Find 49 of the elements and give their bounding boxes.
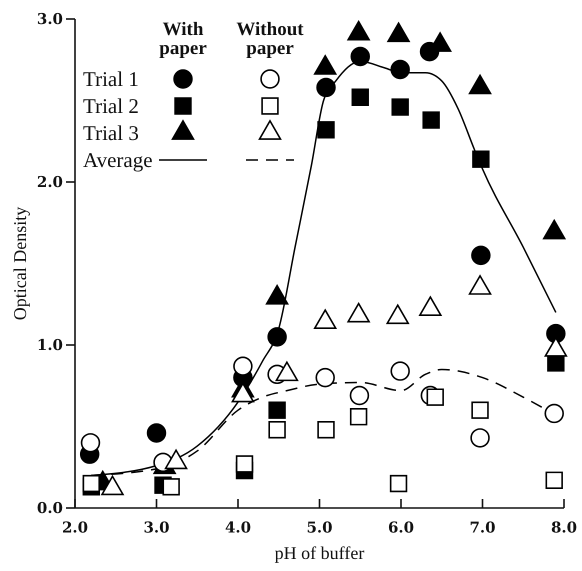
x-tick-label: 7.0: [469, 518, 496, 537]
point: [317, 121, 335, 139]
point: [268, 421, 286, 438]
point: [390, 60, 410, 80]
y-tick-label: 1.0: [36, 336, 63, 354]
y-tick-label: 2.0: [36, 172, 63, 191]
legend-label: Trial 2: [83, 94, 139, 118]
point: [317, 421, 335, 438]
point: [391, 98, 409, 116]
point: [315, 368, 335, 388]
legend-label: Trial 3: [83, 121, 139, 145]
point: [162, 478, 180, 496]
point: [390, 474, 408, 492]
x-axis-title: pH of buffer: [274, 543, 364, 563]
point: [390, 361, 410, 381]
x-tick-label: 6.0: [388, 518, 414, 537]
point: [352, 88, 369, 106]
x-tick-label: 4.0: [224, 518, 252, 537]
point: [471, 401, 489, 419]
point: [233, 356, 253, 376]
x-tick-label: 2.0: [62, 518, 88, 537]
point: [546, 472, 563, 489]
annotation: With paper: [159, 19, 208, 59]
point: [546, 324, 566, 344]
point: [80, 433, 100, 453]
point: [268, 401, 286, 419]
point: [267, 327, 287, 347]
point: [471, 246, 491, 266]
x-tick-label: 8.0: [550, 518, 578, 537]
point: [350, 46, 370, 66]
point: [350, 386, 370, 406]
y-tick-label: 3.0: [36, 10, 63, 28]
legend-label: Average: [83, 148, 153, 172]
point: [146, 423, 166, 443]
x-tick-label: 3.0: [143, 518, 170, 537]
legend-label: Trial 1: [83, 67, 139, 91]
point: [544, 404, 564, 424]
point: [426, 388, 444, 406]
point: [350, 408, 368, 426]
annotation: Without paper: [236, 19, 304, 59]
x-tick-label: 5.0: [306, 518, 333, 537]
point: [470, 428, 490, 448]
point: [472, 150, 490, 168]
y-tick-label: 0.0: [36, 498, 63, 517]
point: [422, 111, 440, 129]
y-axis-title: Optical Density: [10, 206, 30, 320]
point: [82, 474, 100, 492]
point: [236, 455, 254, 473]
point: [316, 78, 336, 98]
